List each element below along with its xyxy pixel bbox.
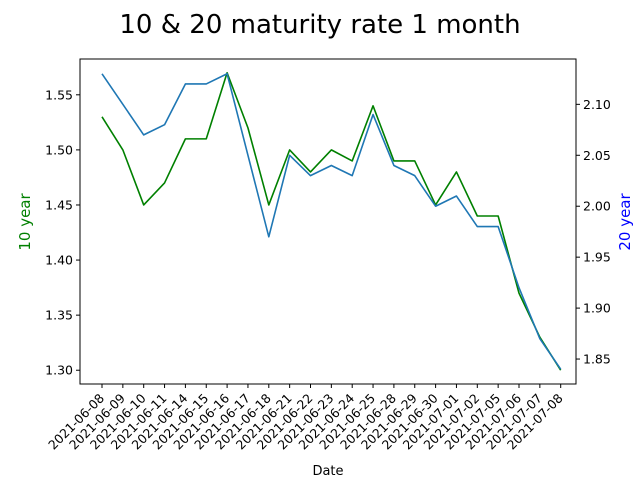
axes: 1.30 1.35 1.40 1.45 1.50 1.55 1.85 1.90 1.95 2.00…: [45, 58, 611, 452]
y-left-tick-label: 1.40: [45, 253, 73, 268]
y-right-tick-label: 2.00: [583, 199, 611, 214]
x-axis-title: Date: [312, 464, 343, 479]
series-line-0: [101, 71, 562, 371]
series-line-1: [101, 72, 562, 370]
y-left-tick-label: 1.45: [45, 197, 73, 212]
y-right-tick-label: 2.10: [583, 97, 611, 112]
y-right-tick-label: 1.90: [583, 301, 611, 316]
plot-area: [101, 71, 562, 371]
y-axis-right-title: 20 year: [616, 193, 634, 251]
y-left-tick-label: 1.35: [45, 308, 73, 323]
plot-frame: [79, 58, 577, 385]
y-right-tick-label: 2.05: [583, 148, 611, 163]
y-right-tick-label: 1.95: [583, 250, 611, 265]
y-axis-left-title: 10 year: [16, 193, 34, 251]
y-left-tick-label: 1.30: [45, 363, 73, 378]
chart-title: 10 & 20 maturity rate 1 month: [119, 10, 520, 40]
y-left-tick-label: 1.50: [45, 142, 73, 157]
y-right-tick-label: 1.85: [583, 352, 611, 367]
y-left-tick-label: 1.55: [45, 87, 73, 102]
